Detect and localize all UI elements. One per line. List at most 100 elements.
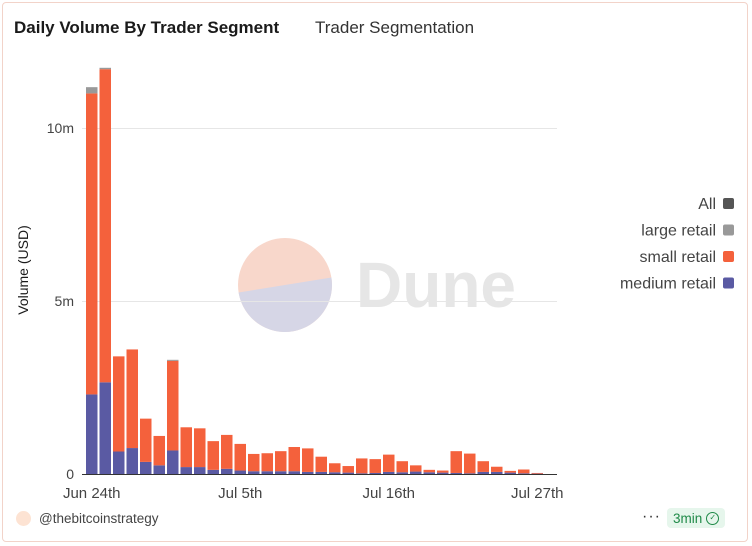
bar-small-retail[interactable]	[410, 465, 422, 472]
bar-small-retail[interactable]	[180, 427, 193, 468]
bar-small-retail[interactable]	[342, 466, 355, 473]
bar-small-retail[interactable]	[288, 447, 301, 472]
bar-small-retail[interactable]	[423, 469, 436, 473]
bar-small-retail[interactable]	[248, 453, 260, 472]
legend-label: All	[698, 196, 716, 213]
bar-medium-retail[interactable]	[288, 471, 301, 474]
legend-item[interactable]: large retail	[641, 223, 734, 240]
bar-medium-retail[interactable]	[329, 472, 341, 474]
bar-small-retail[interactable]	[140, 418, 152, 462]
bar-small-retail[interactable]	[86, 93, 98, 395]
bar-small-retail[interactable]	[315, 456, 328, 472]
bar-medium-retail[interactable]	[342, 472, 355, 474]
bar-medium-retail[interactable]	[194, 467, 206, 474]
bar-small-retail[interactable]	[450, 451, 463, 473]
legend-item[interactable]: small retail	[640, 249, 734, 266]
bar-medium-retail[interactable]	[221, 468, 233, 474]
bar-medium-retail[interactable]	[518, 473, 530, 474]
bar-medium-retail[interactable]	[315, 471, 328, 474]
bar-small-retail[interactable]	[221, 434, 233, 469]
bar-medium-retail[interactable]	[234, 470, 247, 474]
bar-small-retail[interactable]	[531, 472, 544, 474]
bar-small-retail[interactable]	[356, 458, 368, 474]
bar-small-retail[interactable]	[99, 69, 112, 383]
bar-small-retail[interactable]	[396, 461, 409, 473]
legend-label: small retail	[640, 249, 716, 266]
x-tick-label: Jul 27th	[511, 485, 564, 502]
x-tick-label: Jul 16th	[362, 485, 415, 502]
bar-small-retail[interactable]	[383, 454, 395, 472]
legend-swatch	[723, 198, 734, 209]
bar-medium-retail[interactable]	[248, 471, 260, 474]
bar-small-retail[interactable]	[329, 463, 341, 473]
bar-small-retail[interactable]	[369, 459, 382, 473]
bar-medium-retail[interactable]	[356, 473, 368, 474]
y-axis-label: Volume (USD)	[15, 225, 31, 314]
legend: All large retail small retail medium retail	[620, 196, 734, 293]
more-options-icon[interactable]: ···	[642, 508, 661, 525]
bar-medium-retail[interactable]	[207, 469, 220, 474]
legend-label: medium retail	[620, 276, 716, 293]
bar-large-retail[interactable]	[167, 359, 179, 361]
bar-small-retail[interactable]	[491, 466, 503, 472]
bar-medium-retail[interactable]	[464, 473, 476, 474]
bar-small-retail[interactable]	[113, 356, 125, 452]
bar-small-retail[interactable]	[518, 469, 530, 474]
bar-medium-retail[interactable]	[450, 472, 463, 474]
bar-medium-retail[interactable]	[275, 471, 287, 474]
bar-small-retail[interactable]	[275, 451, 287, 472]
y-tick-label: 10m	[47, 120, 74, 136]
bar-small-retail[interactable]	[153, 435, 166, 466]
legend-swatch	[723, 277, 734, 289]
y-tick-label: 5m	[55, 293, 74, 309]
bar-large-retail[interactable]	[99, 67, 112, 70]
bar-medium-retail[interactable]	[140, 461, 152, 474]
chart-title: Daily Volume By Trader Segment	[14, 18, 280, 37]
bar-small-retail[interactable]	[437, 470, 449, 473]
x-axis-ticks: Jun 24th Jul 5th Jul 16th Jul 27th	[63, 485, 564, 502]
bar-medium-retail[interactable]	[396, 472, 409, 474]
bar-medium-retail[interactable]	[504, 472, 517, 474]
bar-small-retail[interactable]	[302, 448, 314, 472]
bar-small-retail[interactable]	[207, 441, 220, 470]
dune-watermark-text: Dune	[356, 249, 516, 321]
bar-medium-retail[interactable]	[153, 465, 166, 474]
bar-medium-retail[interactable]	[126, 448, 139, 474]
bar-medium-retail[interactable]	[86, 394, 98, 474]
legend-item[interactable]: All	[698, 196, 734, 213]
bar-small-retail[interactable]	[234, 443, 247, 471]
legend-swatch	[723, 224, 734, 236]
grid-lines	[82, 128, 557, 302]
author-link[interactable]: @thebitcoinstrategy	[16, 511, 159, 526]
refresh-time: 3min	[673, 510, 703, 526]
bar-medium-retail[interactable]	[437, 472, 449, 474]
bars	[86, 67, 544, 474]
bar-small-retail[interactable]	[194, 428, 206, 468]
bar-medium-retail[interactable]	[477, 471, 490, 474]
bar-small-retail[interactable]	[477, 461, 490, 472]
legend-item[interactable]: medium retail	[620, 276, 734, 293]
y-axis-ticks: 0 5m 10m	[47, 120, 74, 482]
bar-medium-retail[interactable]	[423, 472, 436, 474]
bar-medium-retail[interactable]	[410, 471, 422, 474]
bar-medium-retail[interactable]	[261, 471, 274, 474]
bar-medium-retail[interactable]	[302, 471, 314, 474]
bar-small-retail[interactable]	[504, 470, 517, 473]
refresh-badge[interactable]: 3min ✓	[667, 508, 726, 528]
bar-medium-retail[interactable]	[167, 450, 179, 474]
bar-large-retail[interactable]	[86, 87, 98, 94]
bar-small-retail[interactable]	[261, 453, 274, 472]
bar-medium-retail[interactable]	[180, 467, 193, 474]
bar-small-retail[interactable]	[126, 349, 139, 449]
bar-medium-retail[interactable]	[113, 451, 125, 474]
chart-subtitle[interactable]: Trader Segmentation	[315, 18, 475, 37]
bar-medium-retail[interactable]	[99, 382, 112, 474]
bar-medium-retail[interactable]	[491, 471, 503, 474]
avatar	[16, 511, 31, 526]
legend-label: large retail	[641, 223, 716, 240]
bar-small-retail[interactable]	[167, 360, 179, 451]
bar-medium-retail[interactable]	[369, 472, 382, 474]
bar-small-retail[interactable]	[464, 453, 476, 474]
bar-medium-retail[interactable]	[383, 471, 395, 474]
